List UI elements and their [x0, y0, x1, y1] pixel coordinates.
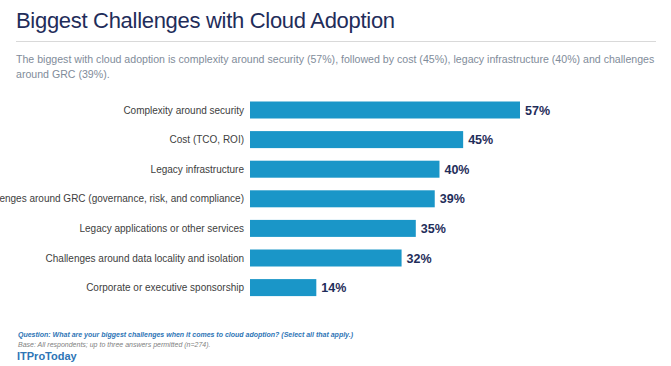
- bar: [250, 220, 416, 237]
- bar: [250, 190, 435, 207]
- category-label: Complexity around security: [123, 105, 244, 116]
- category-label: Challenges around GRC (governance, risk,…: [0, 193, 244, 204]
- chart-subtitle: The biggest with cloud adoption is compl…: [16, 52, 666, 82]
- bar: [250, 131, 463, 148]
- question-note: Question: What are your biggest challeng…: [18, 331, 353, 338]
- data-label: 35%: [421, 222, 446, 236]
- category-label: Challenges around data locality and isol…: [46, 253, 244, 264]
- chart: Complexity around security 57% Cost (TCO, …: [0, 0, 671, 366]
- data-label: 14%: [321, 281, 346, 295]
- chart-title: Biggest Challenges with Cloud Adoption: [16, 8, 395, 34]
- bars: [250, 102, 520, 297]
- base-note: Base: All respondents; up to three answe…: [18, 341, 211, 348]
- bar: [250, 250, 402, 267]
- category-label: Legacy applications or other services: [79, 223, 244, 234]
- bar: [250, 279, 316, 296]
- category-label: Legacy infrastructure: [151, 164, 245, 175]
- title-rule: [16, 41, 656, 42]
- labels: Complexity around security 57% Cost (TCO, …: [0, 104, 550, 296]
- data-label: 39%: [440, 192, 465, 206]
- source-logo: ITProToday: [17, 350, 77, 362]
- category-label: Cost (TCO, ROI): [170, 134, 244, 145]
- bar: [250, 161, 439, 178]
- data-label: 40%: [444, 163, 469, 177]
- data-label: 45%: [468, 133, 493, 147]
- data-label: 57%: [525, 104, 550, 118]
- data-label: 32%: [407, 252, 432, 266]
- bar: [250, 102, 520, 119]
- category-label: Corporate or executive sponsorship: [86, 282, 244, 293]
